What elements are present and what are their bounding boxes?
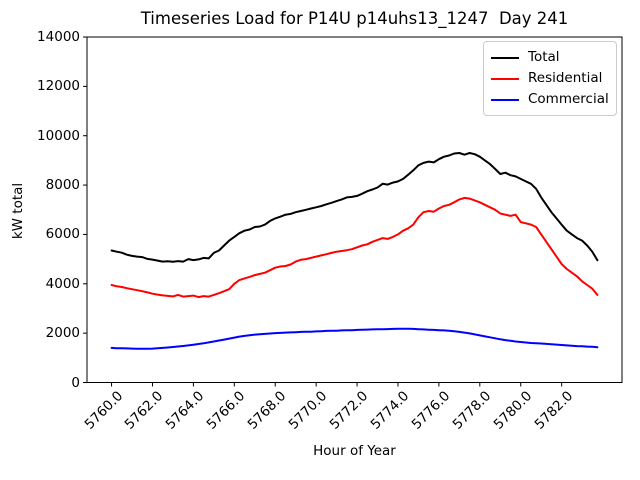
- legend-line-swatch-total: [491, 56, 519, 59]
- y-tick-label: 8000: [45, 177, 80, 194]
- legend-line-swatch-residential: [491, 77, 519, 80]
- y-tick-label: 14000: [37, 29, 80, 45]
- legend-line-swatch-commercial: [491, 98, 519, 101]
- legend-label-residential: Residential: [528, 70, 603, 86]
- y-tick-label: 12000: [37, 78, 80, 95]
- y-tick-label: 4000: [45, 275, 80, 292]
- legend-item-commercial: Commercial: [491, 89, 609, 110]
- series-line-residential: [110, 196, 599, 299]
- legend-item-residential: Residential: [491, 68, 609, 89]
- legend-label-commercial: Commercial: [528, 91, 609, 107]
- chart-title: Timeseries Load for P14U p14uhs13_1247 D…: [140, 9, 569, 28]
- plot-border: [86, 36, 623, 383]
- y-tick-label: 2000: [45, 325, 80, 342]
- legend-label-total: Total: [528, 49, 560, 65]
- series-line-commercial: [110, 327, 599, 350]
- series-line-total: [110, 152, 599, 263]
- x-axis-label: Hour of Year: [313, 443, 396, 459]
- legend-item-total: Total: [491, 47, 609, 68]
- y-tick-label: 0: [71, 374, 80, 391]
- y-tick-label: 10000: [37, 127, 80, 144]
- legend: Total Residential Commercial: [483, 41, 617, 116]
- y-tick-label: 6000: [45, 226, 80, 243]
